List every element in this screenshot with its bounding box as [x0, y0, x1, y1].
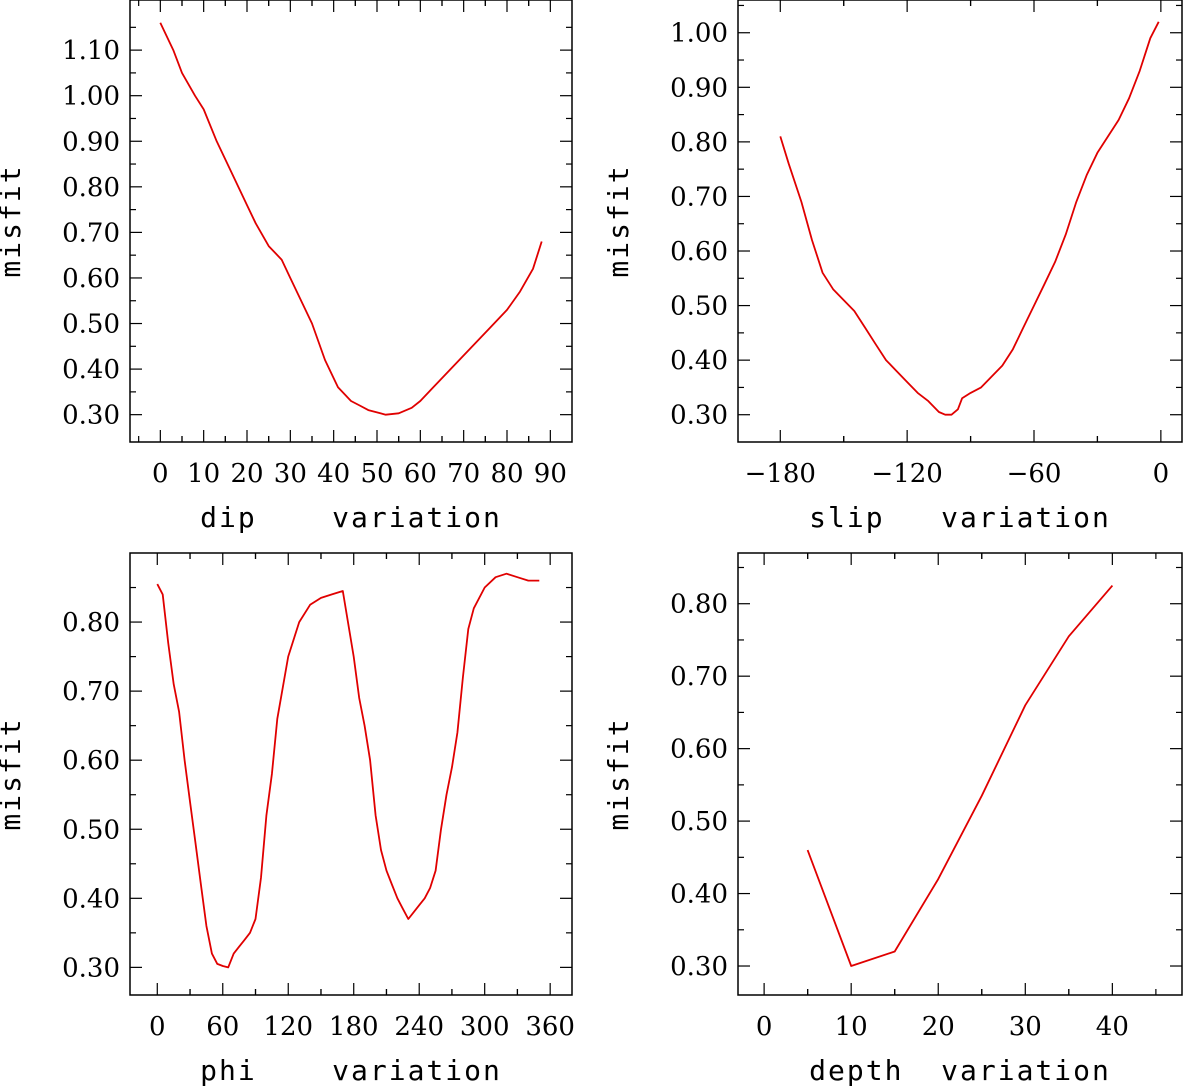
- panel-slip: 0.30 0.40 0.50 0.60 0.70 0.80 0.90 1.00 −180 −120…: [602, 0, 1183, 534]
- plot-frame: [129, 552, 573, 996]
- x-tick-label: 0: [149, 1012, 166, 1042]
- misfit-curve-phi: [156, 572, 540, 969]
- y-tick-label: 0.60: [62, 264, 120, 294]
- x-tick-label: 90: [534, 459, 567, 489]
- plot-frame: [129, 0, 573, 443]
- y-tick-label: 1.00: [670, 19, 728, 49]
- y-tick-label: 0.40: [670, 880, 728, 910]
- x-tick-label: 40: [1096, 1012, 1129, 1042]
- y-tick-label: 0.60: [670, 237, 728, 267]
- panel-phi: 0.30 0.40 0.50 0.60 0.70 0.80 0 60 120 180 240 300 3…: [0, 552, 575, 1086]
- y-tick-label: 0.30: [670, 952, 728, 982]
- x-tick-label: 50: [360, 459, 393, 489]
- x-tick-label: 60: [206, 1012, 239, 1042]
- y-tick-label: 0.50: [670, 807, 728, 837]
- plot-frame: [737, 0, 1183, 443]
- y-tick-label: 0.70: [670, 662, 728, 692]
- y-tick-label: 0.50: [62, 310, 120, 340]
- y-tick-label: 0.80: [670, 590, 728, 620]
- x-axis-label-depth: depth variation: [809, 1054, 1111, 1086]
- y-tick-label: 0.30: [62, 953, 120, 983]
- y-tick-label: 1.10: [62, 36, 120, 66]
- y-tick-label: 0.50: [670, 292, 728, 322]
- y-axis-label: misfit: [602, 164, 635, 277]
- x-tick-label: 0: [152, 459, 169, 489]
- y-axis-label: misfit: [602, 717, 635, 830]
- y-tick-label: 0.90: [62, 127, 120, 157]
- x-tick-label: −120: [871, 459, 942, 489]
- y-tick-label: 0.70: [62, 677, 120, 707]
- y-tick-label: 0.80: [62, 608, 120, 638]
- y-axis-label: misfit: [0, 717, 27, 830]
- y-tick-label: 1.00: [62, 82, 120, 112]
- y-tick-label: 0.50: [62, 815, 120, 845]
- x-tick-label: 360: [525, 1012, 575, 1042]
- x-tick-label: 300: [460, 1012, 510, 1042]
- y-tick-label: 0.80: [62, 173, 120, 203]
- y-tick-label: 0.80: [670, 128, 728, 158]
- misfit-curve-dip: [159, 22, 543, 416]
- y-tick-label: 0.40: [62, 355, 120, 385]
- x-tick-label: 10: [835, 1012, 868, 1042]
- y-tick-label: 0.30: [62, 401, 120, 431]
- x-tick-label: 70: [447, 459, 480, 489]
- x-tick-label: 40: [317, 459, 350, 489]
- misfit-curve-slip: [779, 21, 1160, 416]
- x-axis-label-dip: dip variation: [200, 501, 502, 534]
- x-tick-label: 180: [329, 1012, 379, 1042]
- x-axis-label-phi: phi variation: [200, 1054, 502, 1086]
- y-axis-label: misfit: [0, 164, 27, 277]
- x-tick-label: 10: [187, 459, 220, 489]
- panel-depth: 0.30 0.40 0.50 0.60 0.70 0.80 0 10 20 30 40 depth v…: [602, 552, 1183, 1086]
- y-tick-label: 0.70: [62, 218, 120, 248]
- x-tick-label: 60: [404, 459, 437, 489]
- y-tick-label: 0.40: [62, 884, 120, 914]
- panel-dip: 0.30 0.40 0.50 0.60 0.70 0.80 0.90 1.00 1.10 0 10 2…: [0, 0, 573, 534]
- x-tick-label: −180: [745, 459, 816, 489]
- y-tick-label: 0.90: [670, 73, 728, 103]
- y-tick-label: 0.60: [670, 735, 728, 765]
- x-tick-label: 120: [263, 1012, 313, 1042]
- x-tick-label: 80: [490, 459, 523, 489]
- y-tick-label: 0.40: [670, 346, 728, 376]
- y-tick-label: 0.30: [670, 401, 728, 431]
- x-tick-label: 0: [1153, 459, 1170, 489]
- x-axis-label-slip: slip variation: [809, 501, 1111, 534]
- misfit-curve-depth: [806, 585, 1114, 967]
- x-tick-label: 20: [230, 459, 263, 489]
- x-tick-label: 240: [394, 1012, 444, 1042]
- x-tick-label: 0: [756, 1012, 773, 1042]
- plot-frame: [737, 552, 1183, 996]
- x-tick-label: −60: [1007, 459, 1062, 489]
- x-tick-label: 30: [1009, 1012, 1042, 1042]
- x-tick-label: 20: [922, 1012, 955, 1042]
- x-tick-label: 30: [274, 459, 307, 489]
- y-tick-label: 0.70: [670, 182, 728, 212]
- y-tick-label: 0.60: [62, 746, 120, 776]
